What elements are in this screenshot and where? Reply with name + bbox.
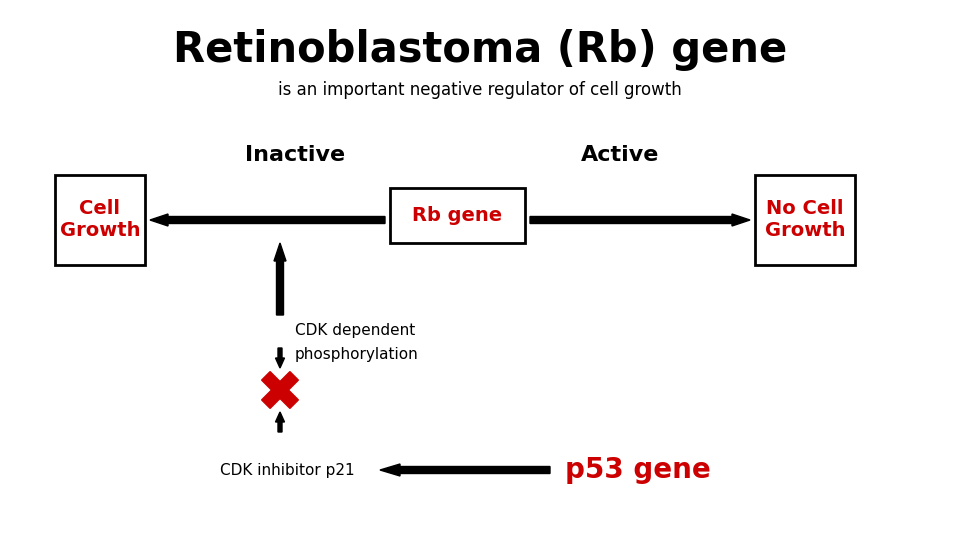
Text: Inactive: Inactive bbox=[245, 145, 345, 165]
Text: is an important negative regulator of cell growth: is an important negative regulator of ce… bbox=[278, 81, 682, 99]
FancyArrow shape bbox=[276, 348, 284, 368]
Text: Cell
Growth: Cell Growth bbox=[60, 199, 140, 240]
Bar bbox=[262, 372, 299, 408]
Text: Active: Active bbox=[581, 145, 660, 165]
Text: No Cell
Growth: No Cell Growth bbox=[765, 199, 845, 240]
FancyBboxPatch shape bbox=[755, 175, 855, 265]
FancyArrow shape bbox=[530, 214, 750, 226]
Text: phosphorylation: phosphorylation bbox=[295, 348, 419, 362]
FancyBboxPatch shape bbox=[390, 188, 525, 243]
Text: Retinoblastoma (Rb) gene: Retinoblastoma (Rb) gene bbox=[173, 29, 787, 71]
Text: CDK dependent: CDK dependent bbox=[295, 322, 416, 338]
FancyArrow shape bbox=[380, 464, 550, 476]
FancyArrow shape bbox=[274, 243, 286, 315]
FancyBboxPatch shape bbox=[55, 175, 145, 265]
FancyArrow shape bbox=[150, 214, 385, 226]
Text: CDK inhibitor p21: CDK inhibitor p21 bbox=[220, 462, 354, 477]
Text: p53 gene: p53 gene bbox=[565, 456, 710, 484]
FancyArrow shape bbox=[276, 412, 284, 432]
Bar bbox=[262, 372, 299, 408]
Text: Rb gene: Rb gene bbox=[413, 206, 503, 225]
